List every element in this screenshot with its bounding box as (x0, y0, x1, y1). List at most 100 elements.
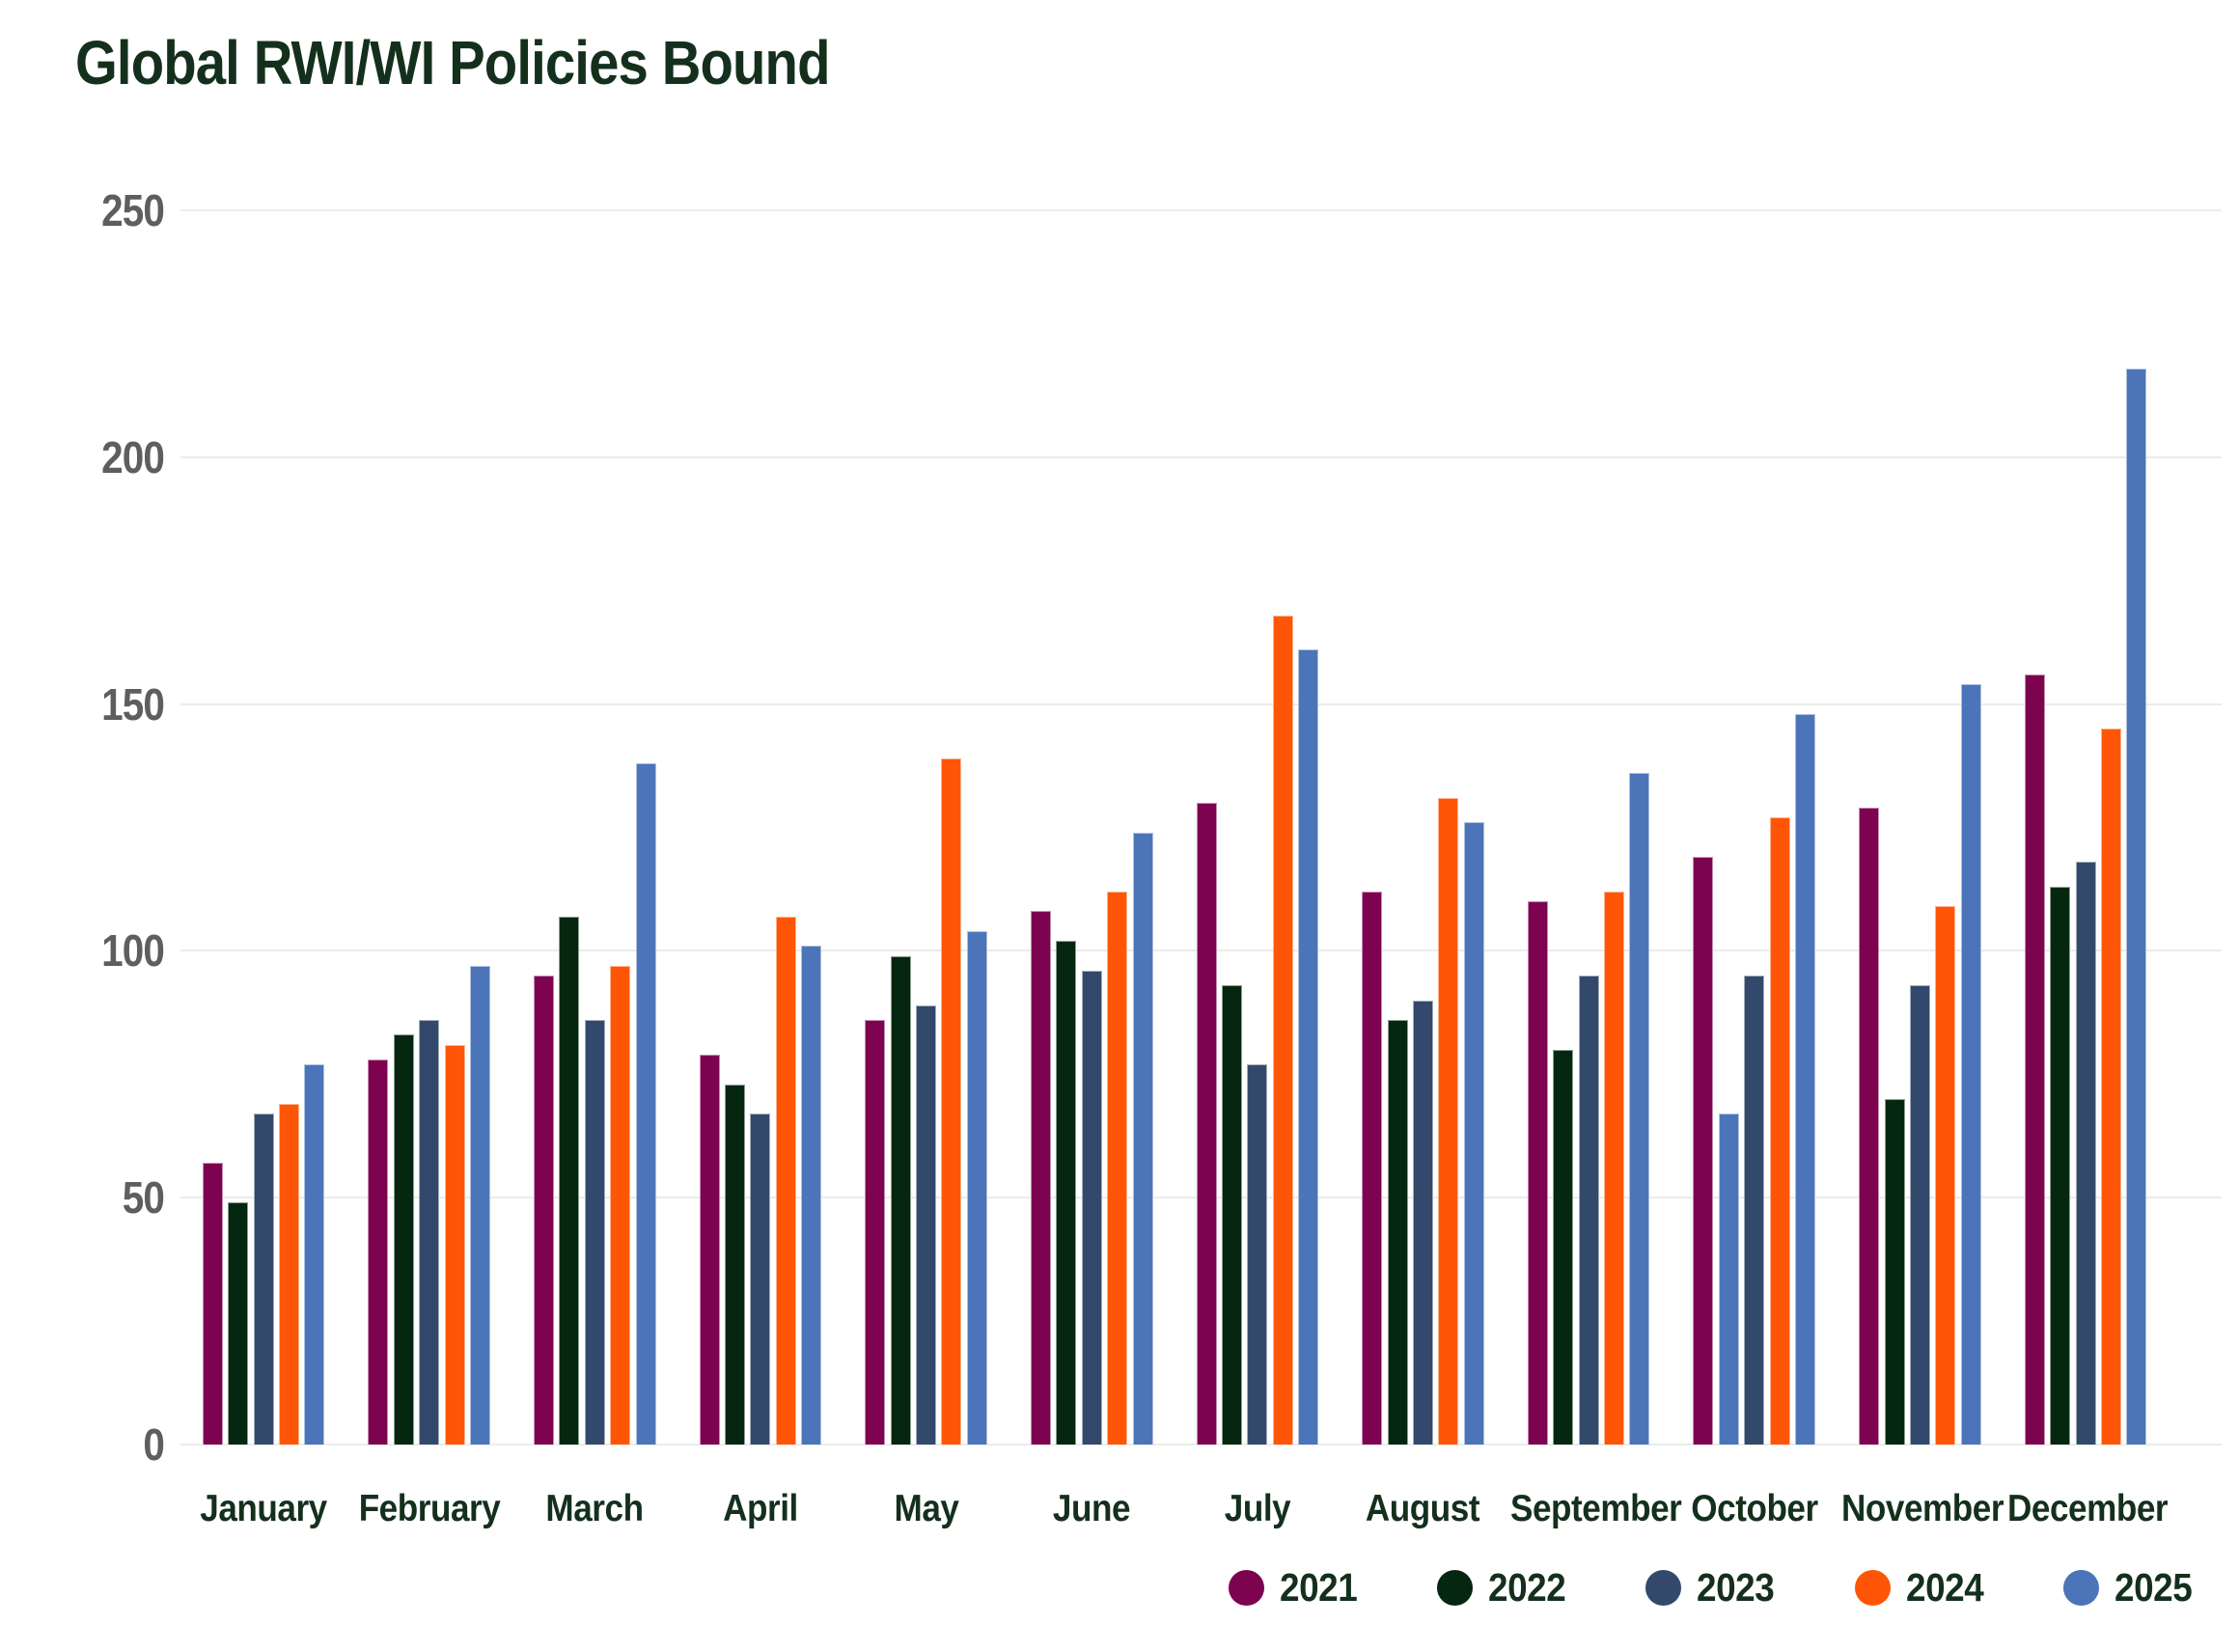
legend-label-2021: 2021 (1279, 1565, 1358, 1610)
y-axis-tick-250: 250 (101, 185, 165, 235)
legend: 2021 2022 2023 2024 2025 (1228, 1565, 2200, 1611)
bar-june-2024[interactable] (1107, 892, 1128, 1445)
bar-november-2021[interactable] (1859, 808, 1880, 1445)
bar-january-2021[interactable] (202, 1163, 223, 1445)
y-axis-tick-200: 200 (101, 431, 165, 482)
y-axis-tick-150: 150 (101, 678, 165, 730)
gridline-y-0 (180, 1444, 2222, 1446)
bar-march-2024[interactable] (610, 965, 631, 1445)
bar-april-2021[interactable] (699, 1054, 720, 1445)
bar-october-2024[interactable] (1769, 817, 1790, 1445)
bar-july-2021[interactable] (1196, 802, 1217, 1445)
bar-november-2022[interactable] (1884, 1098, 1905, 1445)
bar-august-2025[interactable] (1463, 822, 1484, 1445)
bar-august-2024[interactable] (1438, 797, 1459, 1445)
bar-november-2024[interactable] (1935, 906, 1956, 1445)
y-axis-tick-100: 100 (101, 925, 165, 977)
bar-april-2025[interactable] (801, 946, 822, 1445)
bar-december-2023[interactable] (2075, 862, 2096, 1445)
bar-august-2021[interactable] (1362, 892, 1383, 1445)
x-axis-label-june: June (1053, 1488, 1131, 1529)
bar-january-2024[interactable] (278, 1103, 299, 1445)
legend-dot-2024 (1854, 1570, 1891, 1606)
bar-may-2021[interactable] (865, 1020, 886, 1445)
x-axis-label-april: April (723, 1488, 798, 1529)
gridline-y-250 (180, 209, 2222, 211)
gridline-y-150 (180, 702, 2222, 705)
bar-september-2024[interactable] (1604, 892, 1625, 1445)
bar-august-2023[interactable] (1412, 1000, 1433, 1445)
bar-february-2023[interactable] (419, 1020, 440, 1445)
bar-october-2022[interactable] (1718, 1114, 1739, 1445)
legend-dot-2021 (1228, 1570, 1264, 1606)
bar-september-2023[interactable] (1578, 975, 1599, 1445)
bar-june-2023[interactable] (1081, 970, 1102, 1445)
legend-dot-2022 (1437, 1570, 1474, 1606)
bar-march-2021[interactable] (533, 975, 554, 1445)
legend-dot-2025 (2062, 1570, 2099, 1606)
bar-november-2025[interactable] (1960, 684, 1981, 1445)
bar-june-2021[interactable] (1030, 911, 1051, 1445)
bar-november-2023[interactable] (1909, 985, 1930, 1445)
bar-january-2025[interactable] (304, 1064, 325, 1445)
bar-may-2023[interactable] (916, 1005, 937, 1445)
bar-february-2025[interactable] (469, 965, 490, 1445)
x-axis-label-january: January (200, 1488, 327, 1529)
bar-october-2025[interactable] (1795, 713, 1816, 1445)
bar-august-2022[interactable] (1387, 1020, 1408, 1445)
bar-february-2021[interactable] (368, 1059, 389, 1445)
legend-item-2022[interactable]: 2022 (1437, 1565, 1574, 1611)
bar-december-2024[interactable] (2100, 729, 2121, 1445)
bar-october-2021[interactable] (1693, 857, 1714, 1445)
y-axis-tick-50: 50 (122, 1172, 165, 1224)
bar-may-2024[interactable] (941, 757, 962, 1445)
legend-label-2023: 2023 (1697, 1565, 1775, 1610)
bar-december-2025[interactable] (2126, 368, 2147, 1445)
bar-may-2025[interactable] (966, 930, 987, 1445)
bar-july-2024[interactable] (1272, 615, 1293, 1445)
bar-september-2025[interactable] (1629, 773, 1650, 1445)
x-axis-label-august: August (1366, 1488, 1480, 1529)
legend-item-2024[interactable]: 2024 (1854, 1565, 1992, 1611)
bar-may-2022[interactable] (890, 955, 911, 1445)
bar-march-2023[interactable] (584, 1020, 605, 1445)
bar-april-2024[interactable] (775, 916, 796, 1445)
chart-title: Global RWI/WI Policies Bound (75, 28, 830, 97)
bar-july-2022[interactable] (1221, 985, 1242, 1445)
bar-june-2025[interactable] (1132, 832, 1153, 1445)
x-axis-label-november: November (1841, 1488, 2004, 1529)
x-axis-label-september: September (1510, 1488, 1682, 1529)
bar-january-2023[interactable] (253, 1114, 274, 1445)
y-axis-tick-0: 0 (143, 1419, 165, 1470)
bar-june-2022[interactable] (1056, 941, 1077, 1445)
bar-april-2023[interactable] (750, 1114, 771, 1445)
x-axis-label-march: March (545, 1488, 645, 1529)
bar-september-2022[interactable] (1553, 1049, 1574, 1445)
legend-item-2025[interactable]: 2025 (2062, 1565, 2200, 1611)
bar-march-2022[interactable] (559, 916, 580, 1445)
legend-label-2022: 2022 (1488, 1565, 1566, 1610)
gridline-y-200 (180, 455, 2222, 458)
bar-december-2021[interactable] (2024, 674, 2045, 1445)
x-axis-label-february: February (358, 1488, 500, 1529)
bar-july-2023[interactable] (1247, 1064, 1268, 1445)
legend-label-2024: 2024 (1905, 1565, 1984, 1610)
x-axis-label-october: October (1691, 1488, 1818, 1529)
x-axis-label-may: May (894, 1488, 959, 1529)
bar-april-2022[interactable] (725, 1084, 746, 1445)
legend-label-2025: 2025 (2114, 1565, 2193, 1610)
bar-march-2025[interactable] (635, 762, 656, 1445)
bar-february-2022[interactable] (393, 1034, 414, 1445)
bar-october-2023[interactable] (1744, 975, 1765, 1445)
legend-item-2023[interactable]: 2023 (1645, 1565, 1783, 1611)
bar-july-2025[interactable] (1298, 649, 1319, 1445)
legend-dot-2023 (1645, 1570, 1682, 1606)
bar-december-2022[interactable] (2050, 886, 2071, 1445)
x-axis-label-july: July (1224, 1488, 1291, 1529)
x-axis-label-december: December (2007, 1488, 2169, 1529)
bar-september-2021[interactable] (1527, 901, 1548, 1445)
bar-january-2022[interactable] (228, 1202, 249, 1445)
bar-february-2024[interactable] (444, 1044, 465, 1445)
legend-item-2021[interactable]: 2021 (1228, 1565, 1366, 1611)
